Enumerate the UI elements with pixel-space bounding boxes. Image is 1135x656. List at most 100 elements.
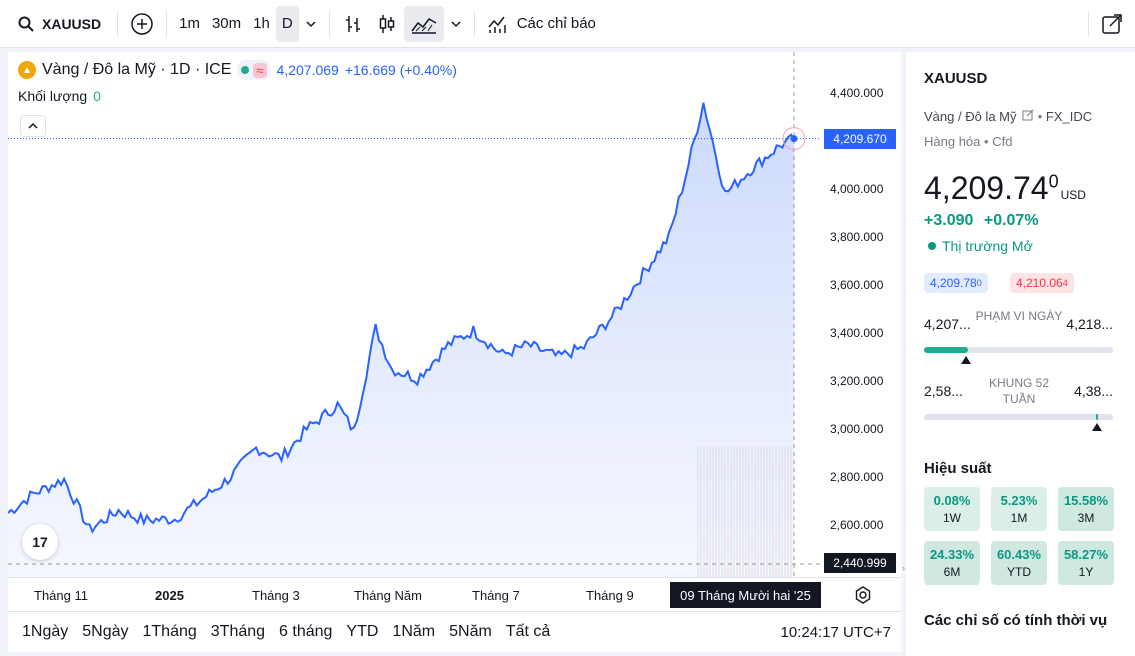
price-axis-tick: 3,200.000 [830, 374, 884, 388]
price-sup: 0 [1048, 171, 1059, 192]
details-source[interactable]: FX_IDC [1045, 109, 1093, 124]
price-chart[interactable] [8, 52, 901, 577]
perf-label: 6M [943, 565, 961, 579]
range-1y-button[interactable]: 1Năm [392, 623, 436, 640]
interval-1m-button[interactable]: 1m [179, 15, 200, 32]
interval-1h-button[interactable]: 1h [253, 15, 270, 32]
chart-panel[interactable]: ▲ Vàng / Đô la Mỹ · 1D · ICE ≈ 4,207.069… [8, 52, 901, 652]
compare-add-button[interactable] [124, 6, 160, 42]
week52-range-fill [1096, 414, 1098, 420]
last-price-ring [782, 127, 806, 151]
time-label: 2025 [155, 588, 184, 603]
volume-label: Khối lượng [18, 88, 88, 104]
divider [166, 10, 168, 37]
details-type: Cfd [992, 134, 1013, 149]
volume-legend: Khối lượng 0 [18, 88, 101, 104]
gold-coin-icon: ▲ [18, 61, 36, 79]
week52-low: 2,58... [924, 383, 963, 399]
range-5d-button[interactable]: 5Ngày [82, 623, 129, 640]
indicators-label: Các chỉ báo [516, 15, 596, 32]
details-category-row: Hàng hóa • Cfd [924, 134, 1013, 149]
day-range-marker [961, 356, 971, 364]
external-link-icon[interactable] [1022, 109, 1034, 121]
candles-icon [379, 14, 394, 33]
legend-price: 4,207.069 [276, 62, 339, 78]
last-price-dot [790, 135, 798, 143]
ask-sup: 4 [1062, 278, 1068, 288]
week52-high: 4,38... [1074, 383, 1113, 399]
price-axis-tick: 4,400.000 [830, 86, 884, 100]
bars-icon [345, 15, 360, 32]
open-external-button[interactable] [1095, 6, 1129, 42]
time-label: Tháng 7 [472, 588, 520, 603]
range-all-button[interactable]: Tất cả [505, 623, 551, 640]
current-price-tag: 4,209.670 [824, 128, 896, 149]
currency: USD [1060, 188, 1086, 202]
change-value: +3.090 [924, 212, 974, 229]
search-icon [18, 16, 34, 32]
symbol-search-button[interactable]: XAUUSD [0, 16, 111, 32]
time-label: Tháng Năm [354, 588, 422, 603]
day-high: 4,218... [1066, 316, 1113, 332]
interval-dropdown-button[interactable] [299, 6, 323, 42]
perf-value: 24.33% [929, 547, 975, 562]
clock[interactable]: 10:24:17 UTC+7 [780, 623, 892, 641]
price-area-fill [8, 102, 794, 577]
perf-value: 60.43% [996, 547, 1042, 562]
volume-value: 0 [93, 88, 101, 104]
price-axis-tick: 3,800.000 [830, 230, 884, 244]
external-link-icon [1102, 13, 1122, 34]
perf-label: 1Y [1078, 565, 1094, 579]
market-open-dot [928, 242, 936, 250]
divider [473, 10, 475, 37]
performance-grid: 0.08% 1W 5.23% 1M 15.58% 3M 24.33% 6M 60.43%… [924, 487, 1114, 585]
price-main: 4,209.74 [924, 170, 1049, 206]
tradingview-logo[interactable]: 17 [22, 524, 58, 560]
range-bar: 1Ngày 5Ngày 1Tháng 3Tháng 6 tháng YTD 1N… [8, 611, 901, 652]
time-label: Tháng 9 [586, 588, 634, 603]
day-range-track [924, 347, 1113, 353]
range-ytd-button[interactable]: YTD [346, 623, 379, 640]
area-chart-type-button[interactable] [403, 5, 444, 42]
candle-chart-type-button[interactable] [370, 6, 404, 42]
details-description[interactable]: Vàng / Đô la Mỹ [924, 109, 1017, 124]
change-percent: +0.07% [983, 212, 1039, 229]
day-range-fill [924, 347, 968, 353]
price-axis-tick: 2,600.000 [830, 518, 884, 532]
market-status-label: Thị trường Mở [942, 238, 1033, 254]
range-3m-button[interactable]: 3Tháng [210, 623, 266, 640]
interval-d-button[interactable]: D [275, 5, 299, 42]
settings-icon[interactable] [854, 586, 872, 604]
market-open-dot [241, 66, 250, 74]
perf-cell-1w[interactable]: 0.08% 1W [924, 487, 980, 531]
day-range: 4,207... PHẠM VI NGÀY 4,218... [924, 306, 1113, 366]
perf-cell-3m[interactable]: 15.58% 3M [1058, 487, 1114, 531]
perf-label: YTD [1007, 565, 1031, 579]
panel-toggle-button[interactable]: › [902, 563, 905, 573]
interval-30m-button[interactable]: 30m [211, 15, 242, 32]
perf-cell-ytd[interactable]: 60.43% YTD [991, 541, 1047, 585]
area-chart-icon [411, 17, 437, 34]
bar-chart-type-button[interactable] [336, 6, 370, 42]
range-1m-button[interactable]: 1Tháng [142, 623, 197, 640]
legend-change: +16.669 (+0.40%) [344, 62, 457, 78]
symbol-details-panel: XAUUSD Vàng / Đô la Mỹ • FX_IDC Hàng hóa… [906, 52, 1135, 656]
week52-range-track [924, 414, 1113, 420]
indicators-button[interactable]: Các chỉ báo [481, 6, 602, 42]
range-1d-button[interactable]: 1Ngày [22, 623, 69, 640]
perf-cell-1m[interactable]: 5.23% 1M [991, 487, 1047, 531]
seasonal-title: Các chỉ số có tính thời vụ [924, 612, 1108, 629]
perf-label: 1M [1010, 511, 1028, 525]
collapse-legend-button[interactable] [20, 115, 46, 137]
status-pill[interactable]: ≈ [237, 60, 271, 80]
chart-type-dropdown-button[interactable] [444, 6, 468, 42]
chevron-down-icon [451, 20, 461, 27]
time-axis[interactable]: Tháng 11 2025 Tháng 3 Tháng Năm Tháng 7 … [8, 577, 901, 611]
range-5y-button[interactable]: 5Năm [449, 623, 492, 640]
chevron-up-icon [28, 122, 38, 129]
perf-cell-1y[interactable]: 58.27% 1Y [1058, 541, 1114, 585]
range-6m-button[interactable]: 6 tháng [279, 623, 333, 640]
bid-sup: 0 [976, 278, 982, 288]
perf-cell-6m[interactable]: 24.33% 6M [924, 541, 980, 585]
symbol-label: XAUUSD [42, 15, 102, 32]
